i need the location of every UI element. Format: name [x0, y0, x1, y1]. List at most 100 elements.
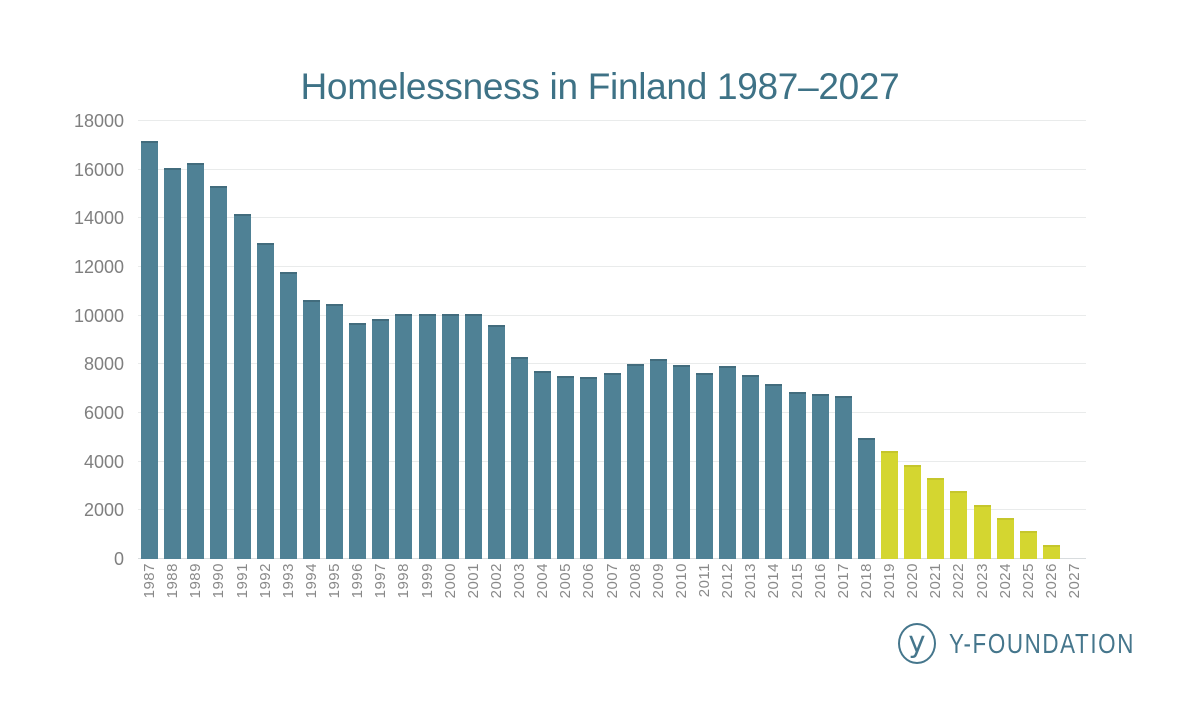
y-foundation-logo: y Y-FOUNDATION	[898, 623, 1181, 664]
gridline-10000	[138, 314, 1086, 316]
x-tick-label-2027: 2027	[1066, 563, 1084, 599]
x-label-slot-2009: 2009	[647, 563, 670, 619]
x-label-slot-2001: 2001	[462, 563, 485, 619]
x-label-slot-2000: 2000	[439, 563, 462, 619]
x-label-slot-1999: 1999	[416, 563, 439, 619]
bar-slot-2010	[670, 121, 693, 559]
logo-y-glyph: y	[908, 624, 926, 659]
bar-2016	[811, 393, 829, 559]
bar-2014	[765, 384, 783, 559]
x-label-slot-2021: 2021	[924, 563, 947, 619]
x-tick-label-2004: 2004	[534, 563, 552, 599]
bar-1997	[372, 318, 390, 559]
bar-slot-1998	[392, 121, 415, 559]
bar-slot-2005	[554, 121, 577, 559]
bar-2007	[603, 373, 621, 559]
bar-slot-2019	[878, 121, 901, 559]
x-label-slot-2010: 2010	[670, 563, 693, 619]
bar-1990	[210, 185, 228, 559]
x-label-slot-2022: 2022	[947, 563, 970, 619]
x-tick-label-2003: 2003	[511, 563, 529, 599]
x-tick-label-1998: 1998	[395, 563, 413, 599]
y-tick-label-8000: 8000	[83, 354, 124, 375]
x-tick-label-1999: 1999	[418, 563, 436, 599]
x-axis-labels: 1987 1988 1989 1990 1991 1992 1993 1994 1995 1996…	[138, 563, 1086, 619]
bar-2004	[534, 370, 552, 559]
x-label-slot-1996: 1996	[346, 563, 369, 619]
bar-1991	[233, 213, 251, 559]
bar-2012	[719, 365, 737, 559]
x-label-slot-1990: 1990	[207, 563, 230, 619]
x-tick-label-1987: 1987	[141, 563, 159, 599]
bar-1988	[164, 167, 182, 559]
x-label-slot-2026: 2026	[1040, 563, 1063, 619]
bar-2026	[1042, 544, 1060, 559]
x-label-slot-2006: 2006	[577, 563, 600, 619]
bar-slot-2007	[601, 121, 624, 559]
x-tick-label-2025: 2025	[1019, 563, 1037, 599]
y-tick-label-12000: 12000	[73, 257, 124, 278]
x-tick-label-2017: 2017	[834, 563, 852, 599]
x-tick-label-2013: 2013	[742, 563, 760, 599]
gridline-12000	[138, 266, 1086, 268]
bar-2025	[1019, 531, 1037, 559]
x-tick-label-2006: 2006	[580, 563, 598, 599]
x-tick-label-2018: 2018	[857, 563, 875, 599]
bar-slot-2001	[462, 121, 485, 559]
x-label-slot-2014: 2014	[762, 563, 785, 619]
x-tick-label-2005: 2005	[557, 563, 575, 599]
x-label-slot-2011: 2011	[693, 563, 716, 619]
x-tick-label-2014: 2014	[765, 563, 783, 599]
bar-2020	[904, 464, 922, 559]
bar-slot-2025	[1017, 121, 1040, 559]
bar-slot-2022	[947, 121, 970, 559]
x-tick-label-1993: 1993	[279, 563, 297, 599]
logo-text: Y-FOUNDATION	[949, 627, 1135, 659]
bar-slot-2009	[647, 121, 670, 559]
y-axis-labels: 0 2000 4000 6000 8000 10000 12000 14000 16000 180…	[38, 112, 124, 568]
x-label-slot-1987: 1987	[138, 563, 161, 619]
bar-slot-1993	[277, 121, 300, 559]
x-tick-label-1990: 1990	[210, 563, 228, 599]
y-tick-label-18000: 18000	[73, 111, 124, 131]
gridline-14000	[138, 217, 1086, 219]
x-tick-label-2000: 2000	[441, 563, 459, 599]
bar-slot-1990	[207, 121, 230, 559]
x-tick-label-2024: 2024	[996, 563, 1014, 599]
x-label-slot-2004: 2004	[531, 563, 554, 619]
x-label-slot-1997: 1997	[369, 563, 392, 619]
x-tick-label-2007: 2007	[603, 563, 621, 599]
bar-slot-2024	[994, 121, 1017, 559]
bar-2022	[950, 491, 968, 559]
bar-1999	[418, 313, 436, 559]
x-tick-label-2019: 2019	[881, 563, 899, 599]
bar-slot-2027	[1063, 121, 1086, 559]
bar-1994	[302, 300, 320, 559]
gridline-16000	[138, 168, 1086, 170]
y-tick-label-10000: 10000	[73, 305, 124, 326]
x-tick-label-2016: 2016	[811, 563, 829, 599]
x-label-slot-2027: 2027	[1063, 563, 1086, 619]
bar-slot-2008	[624, 121, 647, 559]
bar-slot-2006	[577, 121, 600, 559]
x-label-slot-2003: 2003	[508, 563, 531, 619]
bar-slot-1996	[346, 121, 369, 559]
x-tick-label-2011: 2011	[696, 563, 714, 598]
y-tick-label-6000: 6000	[83, 403, 124, 424]
bar-2011	[696, 372, 714, 559]
y-tick-label-14000: 14000	[73, 208, 124, 229]
bar-slot-2021	[924, 121, 947, 559]
x-tick-label-2001: 2001	[464, 563, 482, 599]
bar-slot-1999	[416, 121, 439, 559]
x-label-slot-2017: 2017	[832, 563, 855, 619]
x-label-slot-2024: 2024	[994, 563, 1017, 619]
bar-2003	[511, 357, 529, 559]
x-label-slot-2023: 2023	[971, 563, 994, 619]
x-label-slot-1998: 1998	[392, 563, 415, 619]
gridline-8000	[138, 363, 1086, 365]
x-label-slot-2018: 2018	[855, 563, 878, 619]
x-label-slot-2025: 2025	[1017, 563, 1040, 619]
bar-slot-1997	[369, 121, 392, 559]
y-tick-label-16000: 16000	[73, 159, 124, 180]
